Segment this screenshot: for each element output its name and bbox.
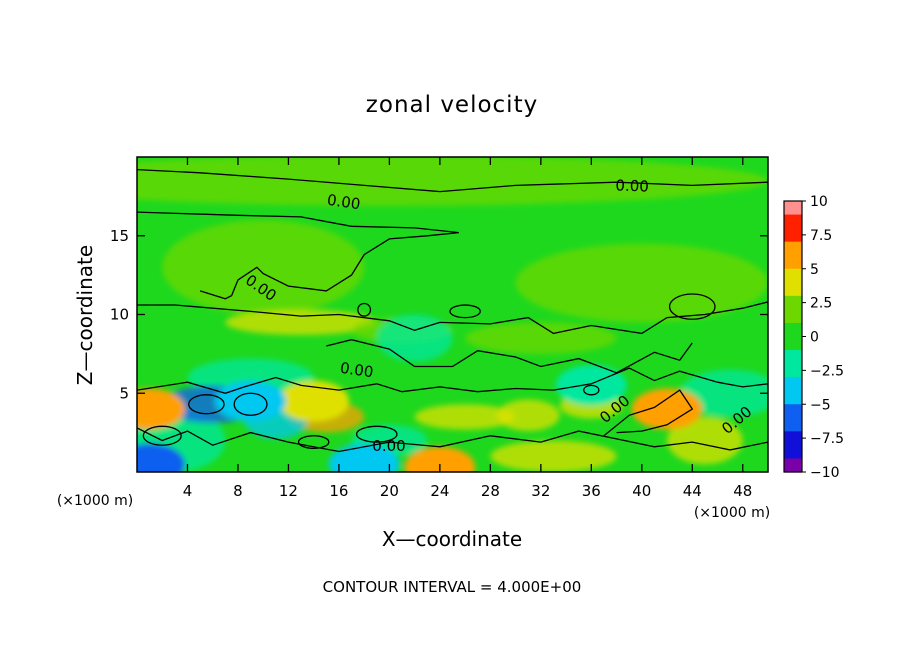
x-tick-label: 48: [733, 482, 752, 500]
y-tick-label: 15: [110, 227, 129, 245]
x-tick-label: 28: [481, 482, 500, 500]
x-tick-label: 12: [279, 482, 298, 500]
closed-contour: [188, 394, 225, 415]
closed-contour: [357, 302, 372, 317]
colorbar-segment: [784, 214, 802, 222]
colorbar-segment: [784, 234, 802, 243]
colorbar-segment: [784, 343, 802, 351]
closed-contour: [355, 425, 398, 443]
colorbar-segment: [784, 404, 802, 412]
field-feature: [137, 443, 185, 472]
colorbar-tick-label: 2.5: [810, 296, 832, 312]
colorbar-tick-label: −10: [810, 465, 840, 481]
zero-contour: [137, 427, 768, 453]
colorbar-segment: [784, 295, 802, 304]
colorbar-segment: [784, 370, 802, 378]
y-tick-label: 10: [110, 306, 129, 324]
x-tick-label: 36: [582, 482, 601, 500]
colorbar-segment: [784, 444, 802, 453]
field-feature: [278, 380, 350, 422]
closed-contour: [142, 425, 182, 446]
contour-label: 0.00: [615, 176, 649, 195]
colorbar-segment: [784, 322, 802, 331]
colorbar-segment: [784, 431, 802, 439]
colorbar-segment: [784, 350, 802, 358]
colorbar-tick-label: 7.5: [810, 228, 832, 244]
y-tick-label: 5: [119, 384, 129, 402]
colorbar-tick-label: −5: [810, 397, 831, 413]
colorbar-segment: [784, 221, 802, 229]
colorbar-segment: [784, 336, 802, 344]
zero-contour-lines: [137, 168, 768, 453]
colorbar-segment: [784, 424, 802, 432]
y-axis: 5 10 15: [110, 227, 768, 402]
colorbar-tick-label: 10: [810, 194, 828, 210]
colorbar-segment: [784, 268, 802, 277]
colorbar-tick-label: 0: [810, 330, 819, 346]
x-unit-label-left: (×1000 m): [57, 493, 133, 509]
colorbar-segment: [784, 438, 802, 446]
colorbar-segment: [784, 377, 802, 385]
field-feature: [404, 446, 476, 472]
closed-contour: [668, 293, 716, 320]
zero-contour: [137, 168, 768, 193]
colorbar-segment: [784, 458, 802, 466]
contour-interval-note: CONTOUR INTERVAL = 4.000E+00: [323, 578, 582, 596]
closed-contour: [297, 435, 330, 450]
velocity-field: [137, 157, 768, 472]
colorbar-segment: [784, 417, 802, 426]
x-axis-label: X—coordinate: [382, 527, 522, 551]
colorbar-segment: [784, 451, 802, 460]
contour-label: 0.00: [326, 191, 362, 213]
x-unit-label-right: (×1000 m): [694, 505, 770, 521]
colorbar-segment: [784, 255, 802, 263]
colorbar-segment: [784, 248, 802, 256]
x-tick-label: 4: [183, 482, 193, 500]
colorbar-segment: [784, 390, 802, 399]
zero-contour: [603, 389, 694, 437]
chart-title: zonal velocity: [366, 92, 538, 118]
x-tick-label: 8: [233, 482, 243, 500]
zero-contour: [137, 211, 459, 300]
x-tick-label: 40: [632, 482, 651, 500]
colorbar-segment: [784, 241, 802, 250]
x-axis: 4 8 12 16 20 24 28 32 36 40 44 48: [183, 157, 752, 500]
y-axis-label: Z—coordinate: [73, 245, 97, 385]
colorbar-segment: [784, 329, 802, 338]
colorbar-segment: [784, 282, 802, 290]
contour-label: 0.00: [372, 437, 405, 455]
colorbar-segment: [784, 201, 802, 209]
x-tick-label: 44: [683, 482, 702, 500]
contour-label: 0.00: [339, 359, 375, 381]
colorbar-segment: [784, 289, 802, 297]
x-tick-label: 16: [329, 482, 348, 500]
colorbar-tick-label: −2.5: [810, 363, 844, 379]
field-feature: [137, 388, 185, 430]
zero-contour: [326, 339, 693, 374]
colorbar-tick-label: 5: [810, 262, 819, 278]
colorbar-segment: [784, 383, 802, 392]
closed-contour: [449, 304, 481, 319]
closed-contour: [583, 384, 600, 396]
colorbar-segment: [784, 363, 802, 371]
colorbar-segment: [784, 411, 802, 419]
x-tick-label: 32: [531, 482, 550, 500]
colorbar-segment: [784, 275, 802, 283]
colorbar-segment: [784, 465, 802, 473]
colorbar-segment: [784, 207, 802, 216]
zero-contour: [137, 367, 768, 394]
colorbar-segment: [784, 302, 802, 310]
colorbar-segment: [784, 261, 802, 270]
colorbar-tick-label: −7.5: [810, 431, 844, 447]
colorbar-segment: [784, 356, 802, 365]
x-tick-label: 20: [380, 482, 399, 500]
colorbar-segment: [784, 228, 802, 236]
closed-contour: [233, 392, 268, 416]
colorbar-segment: [784, 309, 802, 317]
colorbar-segment: [784, 397, 802, 405]
colorbar-segment: [784, 316, 802, 324]
x-tick-label: 24: [430, 482, 449, 500]
colorbar: 10 7.5 5 2.5 0 −2.5 −5 −7.5 −10: [783, 194, 844, 481]
